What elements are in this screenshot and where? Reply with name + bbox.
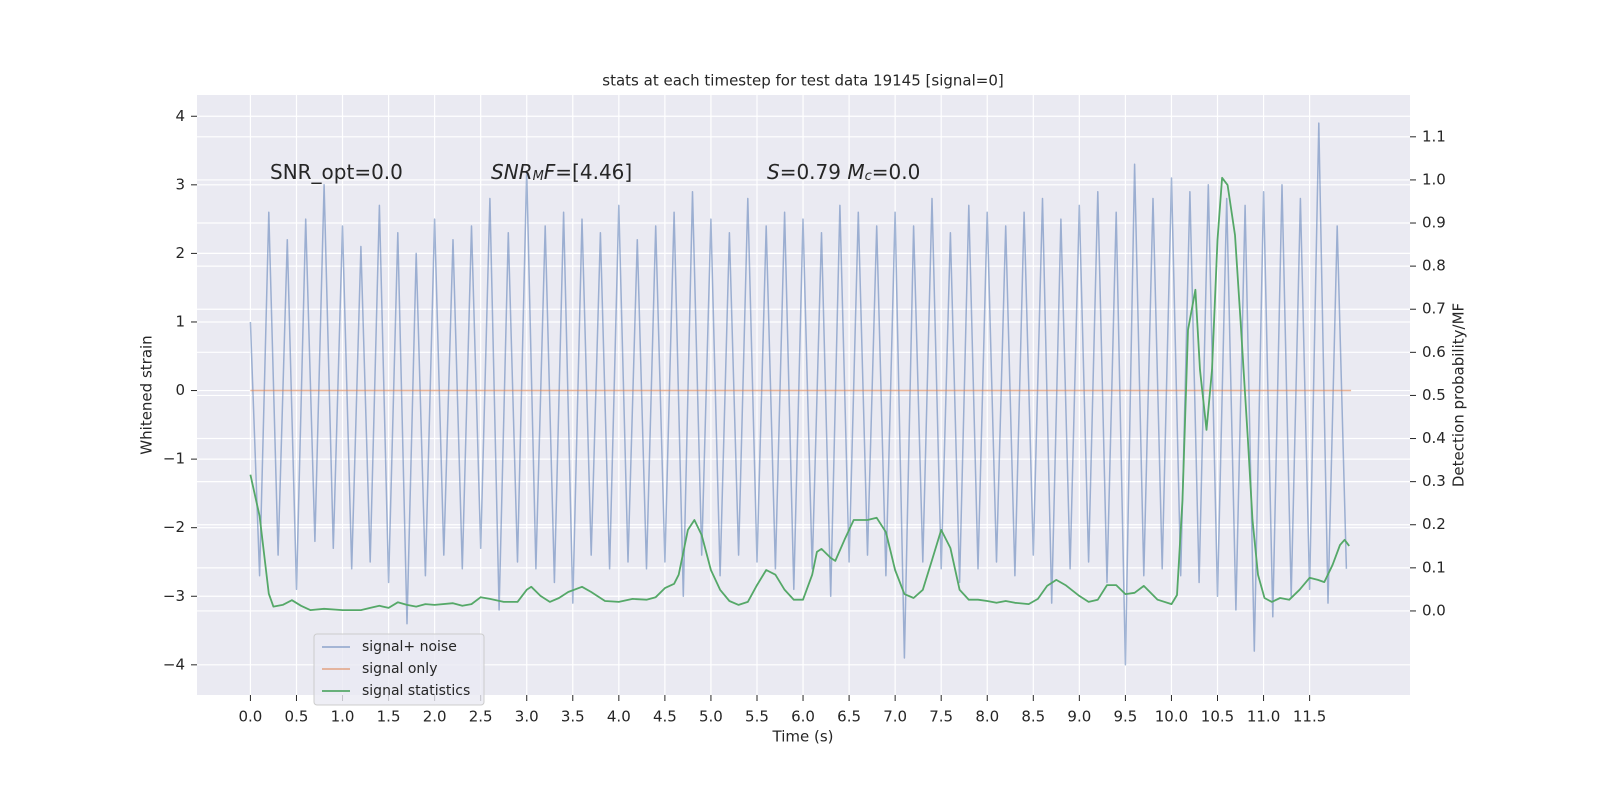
y2-tick-label: 0.1	[1422, 558, 1446, 576]
chart-title: stats at each timestep for test data 191…	[602, 72, 1003, 90]
x-tick-label: 4.5	[653, 708, 677, 726]
legend-box	[313, 633, 485, 706]
annotation-part: =[4.46]	[555, 160, 632, 184]
x-tick-label: 8.0	[975, 708, 999, 726]
x-tick-label: 0.5	[285, 708, 309, 726]
legend-label: signal statistics	[362, 683, 470, 699]
x-tick-label: 2.5	[469, 708, 493, 726]
annotation-part: SNR	[491, 160, 533, 184]
y2-tick-label: 1.0	[1422, 170, 1446, 188]
y2-tick-label: 0.2	[1422, 515, 1446, 533]
y2-tick-label: 0.8	[1422, 257, 1446, 275]
y2-axis-label: Detection probability/MF	[1450, 303, 1468, 487]
x-tick-label: 11.5	[1293, 708, 1326, 726]
x-tick-label: 10.0	[1155, 708, 1188, 726]
x-tick-label: 2.0	[423, 708, 447, 726]
y-tick-label: −2	[163, 518, 185, 536]
series-line	[249, 176, 1350, 611]
y-tick-label: −3	[163, 587, 185, 605]
legend: signal+ noise signal only signal statistic…	[313, 633, 485, 706]
x-tick-label: 8.5	[1021, 708, 1045, 726]
x-tick-label: 9.5	[1113, 708, 1137, 726]
x-axis-label: Time (s)	[772, 728, 834, 746]
x-tick-label: 5.0	[699, 708, 723, 726]
annotation: SNRMF=[4.46]	[491, 160, 632, 185]
x-tick-label: 4.0	[607, 708, 631, 726]
annotation-part: c	[865, 169, 872, 184]
y-tick-label: 1	[175, 312, 185, 330]
x-tick-label: 6.5	[837, 708, 861, 726]
annotation-part: S	[767, 160, 780, 184]
x-tick-label: 1.5	[377, 708, 401, 726]
x-tick-label: 10.5	[1201, 708, 1234, 726]
y2-tick-label: 0.7	[1422, 300, 1446, 318]
annotation-part: =0.79	[780, 160, 848, 184]
x-tick-label: 5.5	[745, 708, 769, 726]
annotation-part: M	[847, 160, 864, 184]
labels: 0.0 0.5 1.0 1.5 2.0 2.5 3.0 3.5 4.0 4.5 5.0 5.5 6.0 6…	[163, 107, 1446, 726]
y2-tick-label: 0.3	[1422, 472, 1446, 490]
x-tick-label: 3.5	[561, 708, 585, 726]
y-tick-label: −1	[163, 450, 185, 468]
y-tick-label: 0	[175, 381, 185, 399]
y-axis-label: Whitened strain	[138, 335, 156, 454]
y2-tick-label: 0.0	[1422, 601, 1446, 619]
x-tick-label: 0.0	[238, 708, 262, 726]
x-tick-label: 9.0	[1067, 708, 1091, 726]
y-tick-label: 2	[175, 244, 185, 262]
annotation-part: SNR_opt=0.0	[270, 160, 403, 184]
annotation-part: F	[544, 160, 556, 184]
x-tick-label: 1.0	[331, 708, 355, 726]
annotation-part: M	[533, 169, 544, 184]
legend-label: signal+ noise	[362, 639, 457, 655]
series-line	[249, 122, 1348, 666]
y2-tick-label: 0.6	[1422, 343, 1446, 361]
y-tick-label: 4	[175, 107, 185, 125]
x-tick-label: 6.0	[791, 708, 815, 726]
y2-tick-label: 0.5	[1422, 386, 1446, 404]
series-layer	[249, 122, 1352, 666]
annotation: SNR_opt=0.0	[270, 160, 403, 184]
x-tick-label: 7.0	[883, 708, 907, 726]
y-tick-label: −4	[163, 655, 185, 673]
y-tick-label: 3	[175, 175, 185, 193]
y2-tick-label: 1.1	[1422, 127, 1446, 145]
y2-tick-label: 0.9	[1422, 214, 1446, 232]
x-tick-label: 11.0	[1247, 708, 1280, 726]
annotation: S=0.79 Mc=0.0	[767, 160, 920, 185]
legend-label: signal only	[362, 661, 437, 677]
x-tick-label: 7.5	[929, 708, 953, 726]
y2-tick-label: 0.4	[1422, 429, 1446, 447]
annotation-part: =0.0	[872, 160, 921, 184]
x-tick-label: 3.0	[515, 708, 539, 726]
